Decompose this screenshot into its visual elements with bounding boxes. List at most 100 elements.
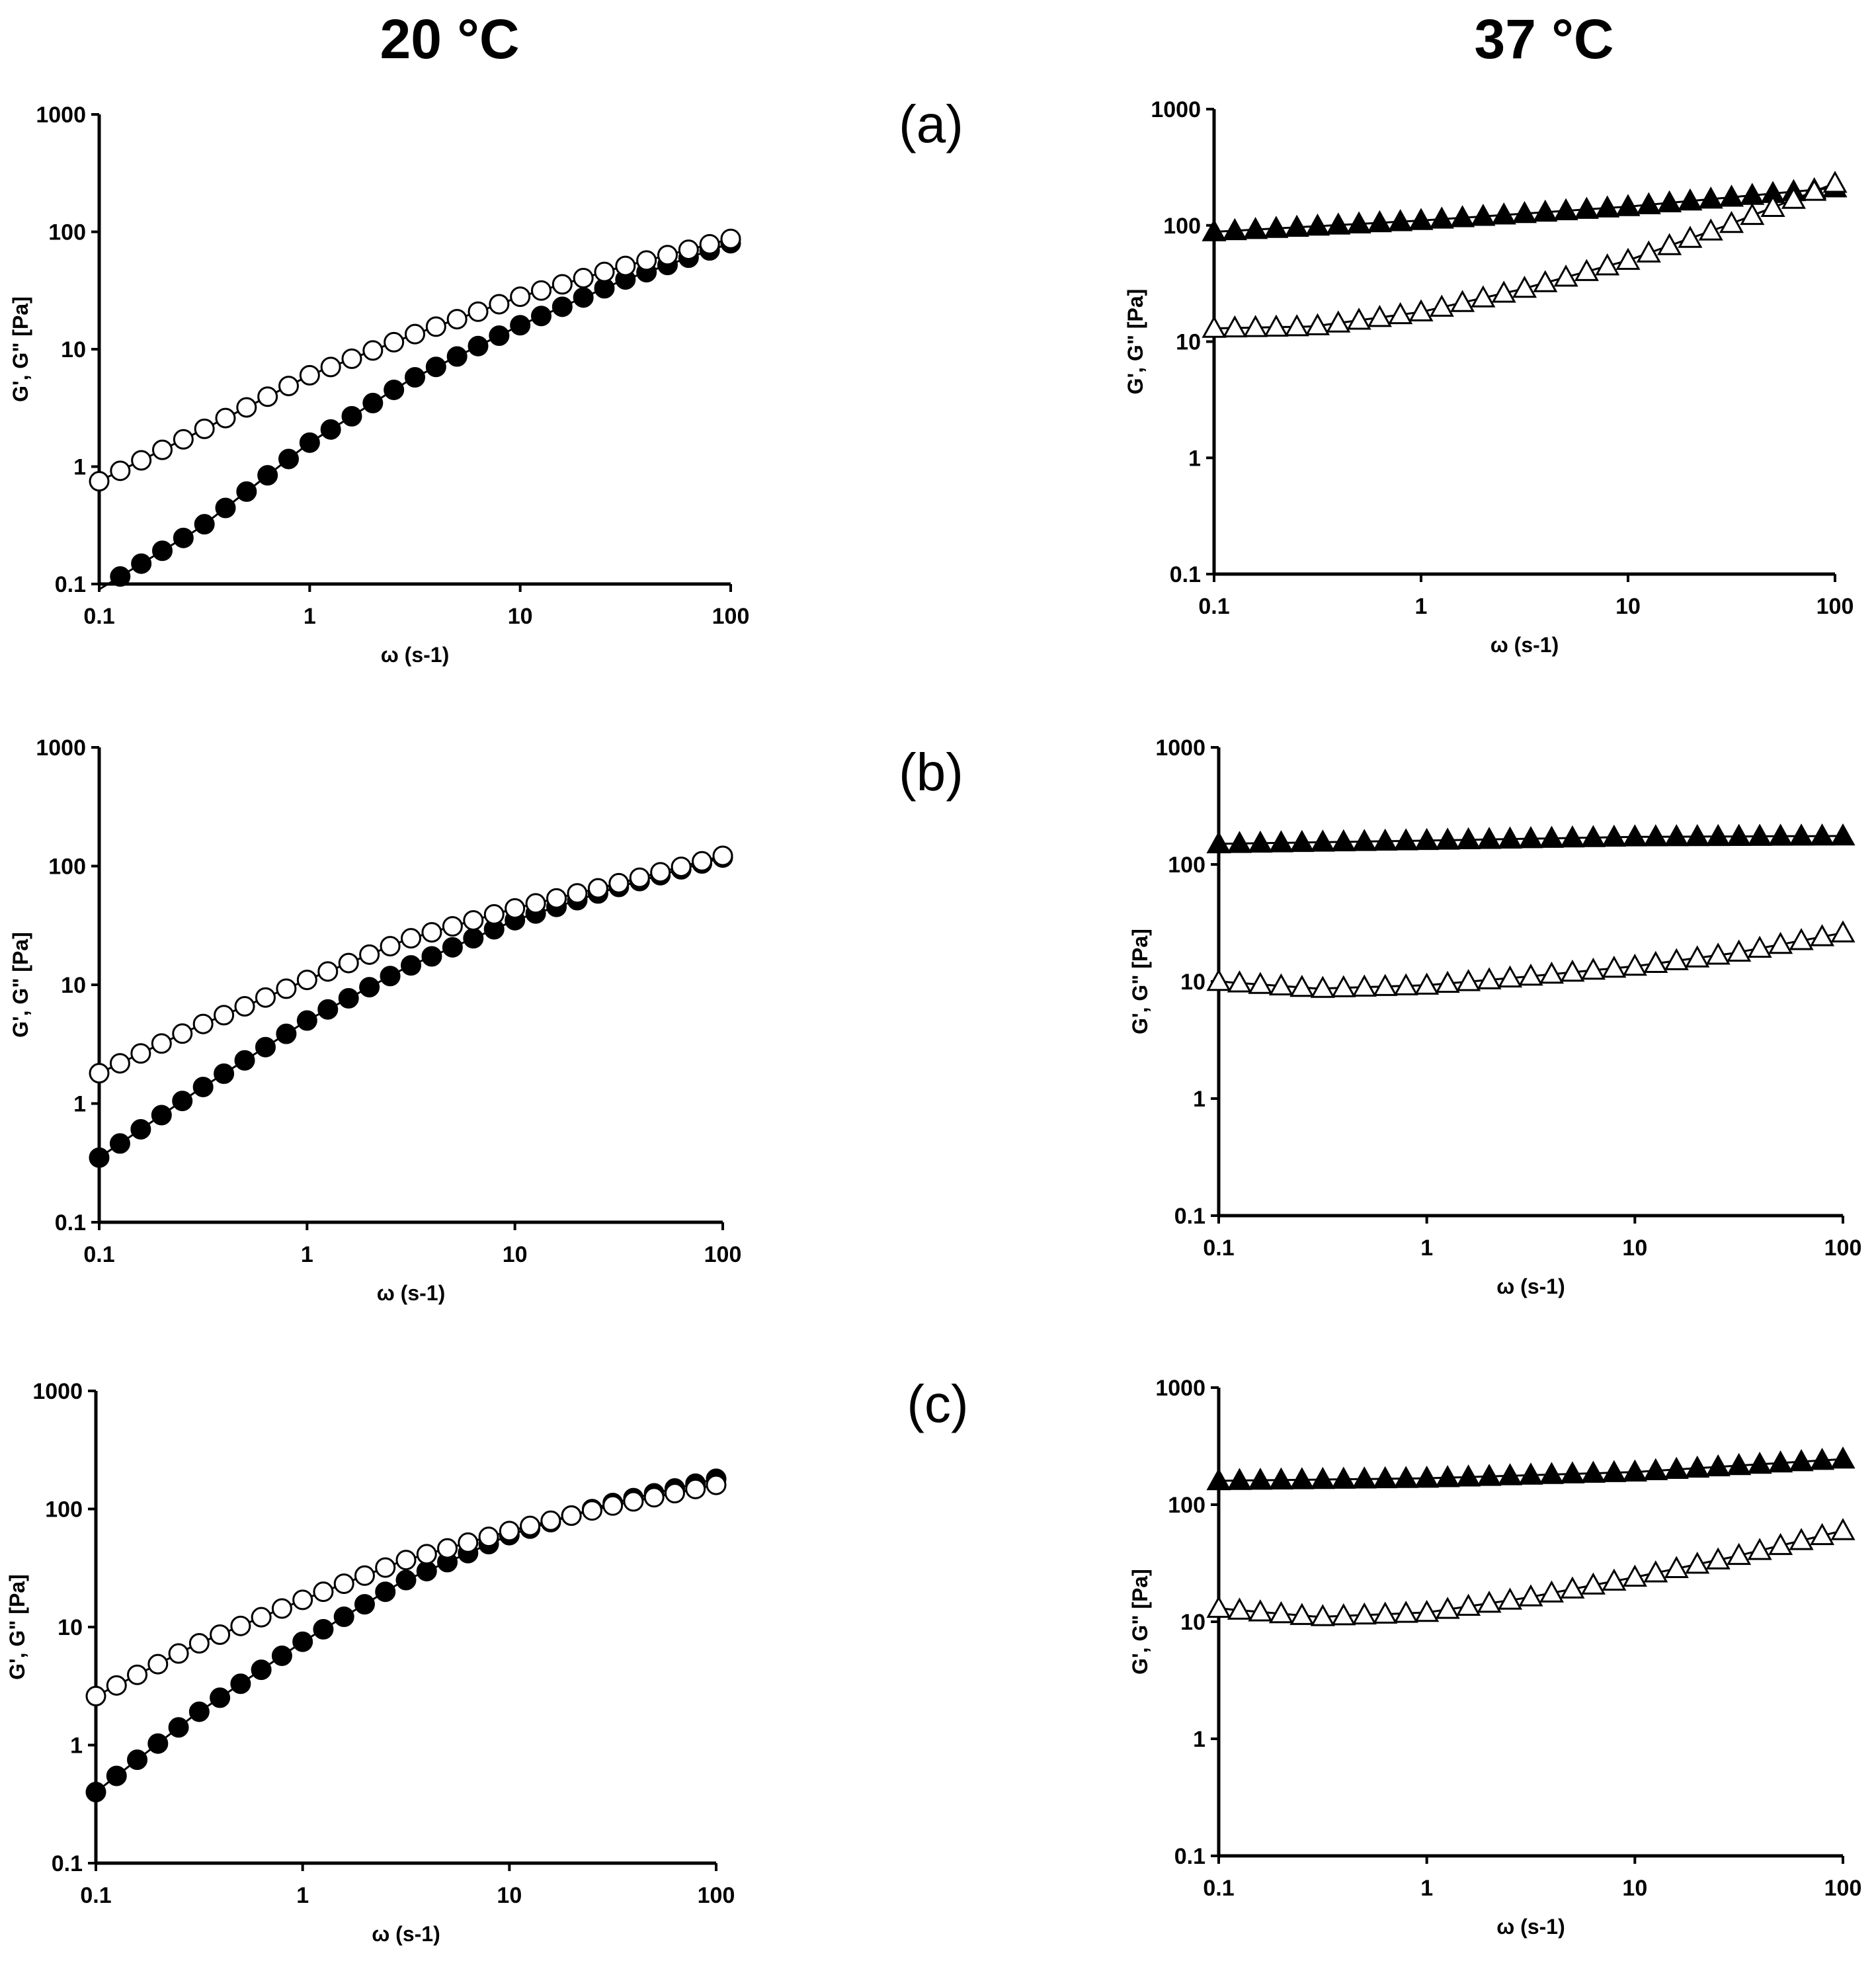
data-point: [172, 1023, 193, 1044]
y-tick-label: 0.1: [1174, 1204, 1205, 1229]
data-point: [581, 1500, 602, 1521]
data-point: [89, 1147, 110, 1168]
x-tick-label: 0.1: [80, 1883, 111, 1908]
series-circle-open: [85, 1474, 727, 1706]
series-triangle-open: [1206, 920, 1856, 998]
y-tick-label: 10: [1180, 1610, 1205, 1635]
data-point: [341, 405, 362, 427]
data-point: [194, 514, 215, 535]
data-point: [1643, 1458, 1668, 1481]
data-point: [1580, 1572, 1606, 1595]
data-point: [1471, 285, 1496, 308]
data-point: [1664, 1456, 1689, 1480]
data-point: [1678, 188, 1703, 211]
data-point: [1595, 195, 1620, 218]
data-point: [446, 346, 468, 367]
y-tick-label: 1000: [1155, 735, 1205, 761]
data-point: [147, 1653, 169, 1675]
y-tick-label: 1: [1193, 1087, 1205, 1112]
x-tick-label: 1: [304, 604, 316, 629]
data-point: [1326, 310, 1351, 333]
data-point: [540, 1510, 561, 1531]
data-point: [1202, 315, 1227, 338]
data-point: [1768, 931, 1793, 954]
data-point: [152, 540, 173, 562]
data-point: [1664, 1556, 1689, 1578]
data-point: [1781, 187, 1806, 209]
data-point: [1719, 210, 1744, 233]
data-point: [210, 1624, 231, 1645]
data-point: [1747, 1451, 1772, 1474]
data-point: [257, 386, 278, 407]
data-point: [234, 1050, 255, 1071]
data-point: [1268, 1467, 1293, 1490]
data-point: [1284, 314, 1309, 337]
data-point: [1206, 968, 1231, 991]
y-tick-label: 1: [1193, 1727, 1205, 1752]
series-circle-filled: [85, 1468, 727, 1803]
data-point: [317, 961, 339, 982]
x-axis-label: ω (s-1): [1496, 1275, 1565, 1298]
data-point: [362, 392, 384, 413]
y-tick-label: 0.1: [52, 1851, 83, 1876]
data-point: [1636, 240, 1661, 263]
data-point: [130, 1118, 151, 1140]
panel-b-37: 0.1 1 10 100 1000 0.1 1 10 100 ω (s-1) G', G" [Pa]: [1128, 735, 1861, 1298]
data-point: [1727, 1452, 1752, 1476]
y-tick-label: 1000: [36, 103, 86, 128]
data-point: [1497, 1587, 1523, 1610]
series-circle-open: [89, 228, 741, 492]
panel-a-37: 0.1 1 10 100 1000 0.1 1 10 100 ω (s-1) G', G" [Pa]: [1123, 97, 1854, 657]
y-tick-label: 100: [1163, 214, 1201, 239]
data-point: [602, 1495, 624, 1516]
data-point: [1352, 974, 1377, 997]
data-point: [1580, 1460, 1606, 1483]
data-point: [109, 1053, 130, 1074]
data-point: [1435, 1597, 1460, 1619]
data-point: [127, 1749, 148, 1771]
data-point: [395, 1569, 417, 1591]
data-point: [1289, 974, 1315, 997]
data-point: [255, 1036, 276, 1058]
y-tick-label: 0.1: [55, 1210, 86, 1235]
data-point: [375, 1557, 396, 1578]
data-point: [151, 1105, 172, 1126]
data-point: [173, 527, 194, 548]
data-point: [468, 335, 489, 356]
series-circle-open: [89, 845, 733, 1084]
data-point: [1414, 1466, 1440, 1488]
data-point: [1429, 294, 1454, 317]
data-point: [214, 1063, 235, 1084]
data-point: [359, 977, 380, 998]
x-tick-label: 100: [698, 1883, 735, 1908]
data-point: [671, 857, 692, 878]
data-point: [416, 1560, 437, 1581]
data-point: [499, 1521, 520, 1542]
data-point: [1227, 1468, 1252, 1490]
x-axis-label: ω (s-1): [372, 1922, 440, 1946]
data-point: [296, 970, 317, 991]
data-point: [1491, 280, 1516, 303]
x-tick-label: 10: [497, 1883, 522, 1908]
data-point: [1664, 948, 1689, 970]
data-point: [692, 851, 713, 872]
data-point: [1685, 1455, 1710, 1478]
data-point: [1393, 828, 1418, 851]
data-point: [1352, 1602, 1377, 1625]
data-point: [317, 999, 339, 1020]
data-point: [1497, 1463, 1523, 1485]
data-point: [1346, 308, 1371, 330]
data-point: [1809, 1447, 1835, 1470]
data-point: [359, 944, 380, 965]
data-point: [131, 553, 152, 574]
y-tick-label: 10: [58, 1615, 83, 1640]
data-point: [375, 1581, 396, 1603]
data-point: [1373, 828, 1398, 851]
data-point: [1310, 976, 1335, 998]
y-tick-label: 10: [61, 337, 86, 362]
y-tick-label: 10: [61, 973, 86, 998]
y-tick-label: 0.1: [55, 572, 86, 597]
data-point: [650, 862, 671, 883]
data-point: [276, 1023, 297, 1044]
data-point: [1268, 973, 1293, 996]
